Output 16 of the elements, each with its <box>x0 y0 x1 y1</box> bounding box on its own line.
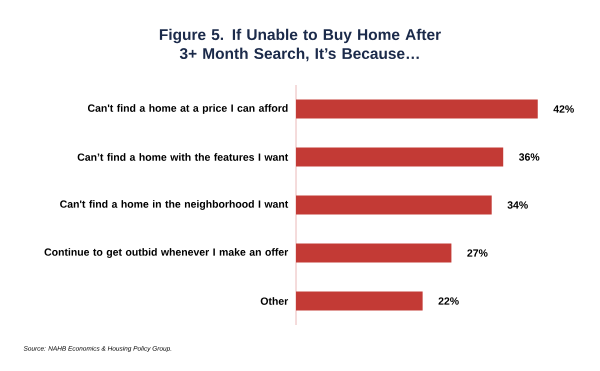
chart-title: Figure 5. If Unable to Buy Home After 3+ Month Search, It’s Because… <box>160 28 441 62</box>
bar <box>296 292 423 311</box>
y-tick-label: Can’t find a home with the features I want <box>78 153 288 161</box>
bar <box>296 148 504 166</box>
data-label: 27% <box>467 249 488 257</box>
data-label: 36% <box>518 153 540 161</box>
data-label: 34% <box>507 201 528 209</box>
data-label: 22% <box>438 297 459 305</box>
bar <box>296 100 538 118</box>
bar <box>296 244 452 263</box>
data-label: 42% <box>553 105 574 113</box>
bar <box>296 196 492 214</box>
y-tick-label: Can't find a home in the neighborhood I want <box>60 200 288 210</box>
y-tick-label: Can't find a home at a price I can afford <box>88 104 288 114</box>
y-tick-label: Continue to get outbid whenever I make an offer <box>44 248 288 258</box>
y-tick-label: Other <box>260 297 288 305</box>
